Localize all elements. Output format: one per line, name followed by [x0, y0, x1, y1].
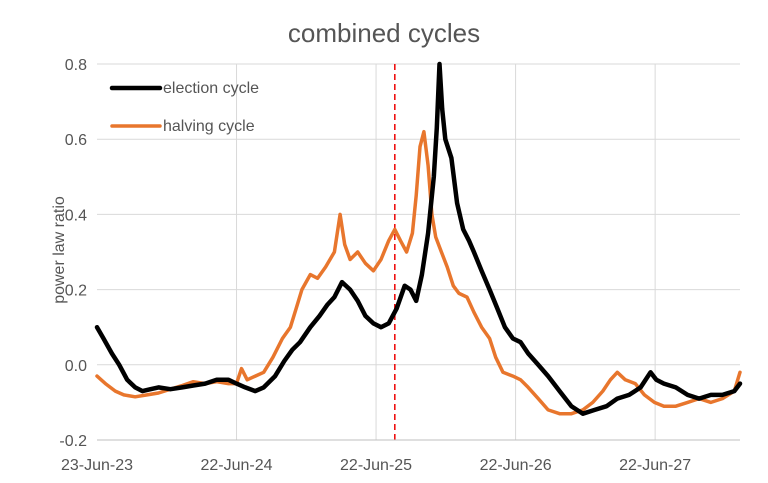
- y-tick-label: 0.6: [65, 132, 87, 149]
- legend: election cycle halving cycle: [109, 80, 259, 135]
- x-tick-label: 23-Jun-23: [61, 457, 133, 474]
- x-tick-label: 22-Jun-27: [619, 457, 691, 474]
- halving-cycle-series-line: [95, 129, 742, 416]
- election-cycle-series-line: [94, 61, 743, 416]
- y-tick-label: 0.4: [65, 207, 87, 224]
- y-tick-label: 0.2: [65, 283, 87, 300]
- chart-title: combined cycles: [287, 18, 481, 48]
- x-tick-label: 22-Jun-25: [340, 457, 412, 474]
- y-tick-label: 0.0: [65, 358, 87, 375]
- y-tick-label: -0.2: [59, 433, 87, 450]
- y-tick-label: 0.8: [65, 57, 87, 74]
- series-layer: [94, 61, 743, 416]
- x-tick-label: 22-Jun-24: [201, 457, 273, 474]
- axis-layer: -0.2 0.0 0.2 0.4 0.6 0.8 23-Jun-23 22-Jun-24 22-…: [59, 57, 740, 474]
- legend-label-halving-cycle: halving cycle: [163, 118, 255, 135]
- x-tick-label: 22-Jun-26: [480, 457, 552, 474]
- legend-label-election-cycle: election cycle: [163, 80, 259, 97]
